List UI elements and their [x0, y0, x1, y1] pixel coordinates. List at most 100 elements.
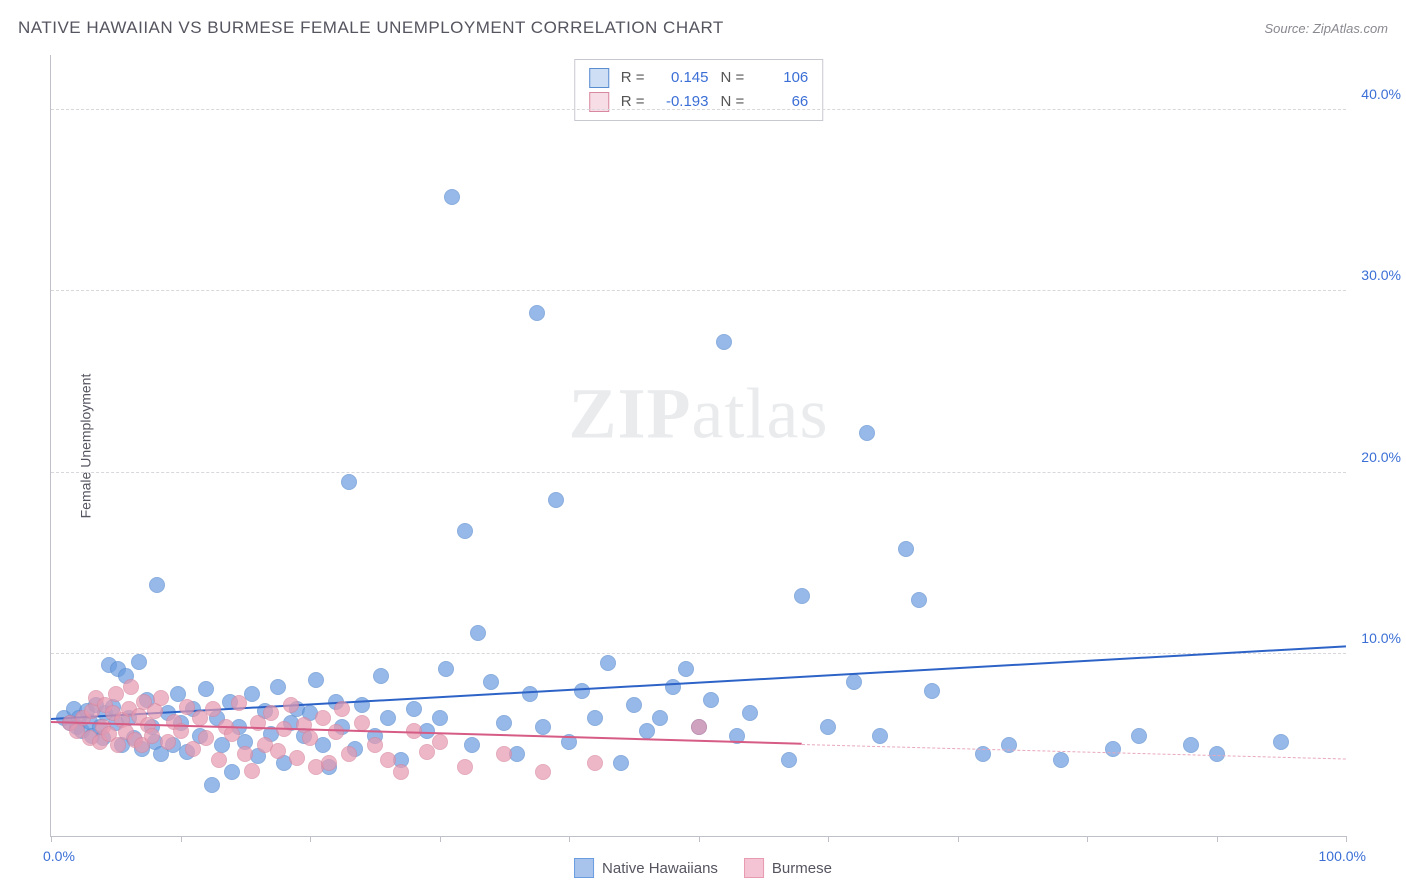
n-value: 66: [756, 90, 808, 114]
scatter-point: [406, 701, 422, 717]
r-value: 0.145: [657, 66, 709, 90]
y-axis-title: Female Unemployment: [77, 373, 93, 518]
scatter-point: [341, 746, 357, 762]
scatter-point: [341, 474, 357, 490]
scatter-point: [123, 679, 139, 695]
scatter-point: [859, 425, 875, 441]
scatter-point: [237, 746, 253, 762]
scatter-point: [393, 764, 409, 780]
chart-title: NATIVE HAWAIIAN VS BURMESE FEMALE UNEMPL…: [18, 18, 724, 38]
legend-item: Burmese: [744, 858, 832, 878]
trend-line: [51, 645, 1346, 720]
scatter-point: [924, 683, 940, 699]
x-tick: [51, 836, 52, 842]
x-tick: [440, 836, 441, 842]
scatter-point: [872, 728, 888, 744]
legend-item: Native Hawaiians: [574, 858, 718, 878]
scatter-point: [198, 730, 214, 746]
x-tick: [828, 836, 829, 842]
x-tick: [699, 836, 700, 842]
scatter-point: [464, 737, 480, 753]
scatter-point: [496, 715, 512, 731]
scatter-point: [639, 723, 655, 739]
x-tick: [1346, 836, 1347, 842]
scatter-point: [587, 710, 603, 726]
scatter-point: [283, 697, 299, 713]
scatter-point: [224, 764, 240, 780]
scatter-point: [678, 661, 694, 677]
scatter-point: [289, 750, 305, 766]
scatter-point: [613, 755, 629, 771]
r-label: R =: [621, 66, 645, 90]
scatter-point: [263, 705, 279, 721]
x-tick: [1087, 836, 1088, 842]
scatter-point: [898, 541, 914, 557]
scatter-point: [665, 679, 681, 695]
legend-swatch: [744, 858, 764, 878]
scatter-point: [432, 710, 448, 726]
scatter-point: [204, 777, 220, 793]
scatter-point: [496, 746, 512, 762]
scatter-point: [457, 523, 473, 539]
scatter-point: [321, 755, 337, 771]
scatter-point: [820, 719, 836, 735]
gridline: [51, 109, 1346, 110]
scatter-point: [270, 679, 286, 695]
scatter-point: [574, 683, 590, 699]
scatter-point: [587, 755, 603, 771]
scatter-point: [198, 681, 214, 697]
y-tick-label: 20.0%: [1351, 449, 1401, 465]
x-tick: [569, 836, 570, 842]
scatter-point: [231, 695, 247, 711]
scatter-point: [270, 743, 286, 759]
scatter-point: [626, 697, 642, 713]
scatter-point: [380, 752, 396, 768]
legend: Native Hawaiians Burmese: [574, 858, 832, 878]
scatter-point: [781, 752, 797, 768]
scatter-point: [457, 759, 473, 775]
scatter-point: [149, 577, 165, 593]
scatter-point: [1131, 728, 1147, 744]
scatter-point: [691, 719, 707, 735]
scatter-point: [1001, 737, 1017, 753]
scatter-point: [380, 710, 396, 726]
scatter-point: [1053, 752, 1069, 768]
x-tick: [310, 836, 311, 842]
gridline: [51, 290, 1346, 291]
x-tick: [1217, 836, 1218, 842]
scatter-point: [600, 655, 616, 671]
scatter-point: [131, 654, 147, 670]
scatter-point: [483, 674, 499, 690]
scatter-point: [244, 763, 260, 779]
scatter-point: [419, 744, 435, 760]
scatter-point: [160, 734, 176, 750]
scatter-point: [703, 692, 719, 708]
y-tick-label: 10.0%: [1351, 630, 1401, 646]
scatter-point: [144, 728, 160, 744]
scatter-point: [529, 305, 545, 321]
scatter-point: [548, 492, 564, 508]
watermark: ZIPatlas: [569, 373, 829, 456]
legend-label: Burmese: [772, 860, 832, 877]
n-value: 106: [756, 66, 808, 90]
scatter-point: [334, 701, 350, 717]
scatter-point: [1105, 741, 1121, 757]
scatter-point: [535, 719, 551, 735]
stats-row: R =-0.193N =66: [589, 90, 809, 114]
gridline: [51, 653, 1346, 654]
scatter-point: [652, 710, 668, 726]
scatter-point: [224, 726, 240, 742]
scatter-point: [535, 764, 551, 780]
scatter-point: [438, 661, 454, 677]
scatter-point: [315, 710, 331, 726]
scatter-point: [302, 730, 318, 746]
x-tick: [958, 836, 959, 842]
scatter-point: [108, 686, 124, 702]
trend-line-dashed: [802, 744, 1346, 760]
x-axis-min-label: 0.0%: [43, 848, 75, 864]
x-tick: [181, 836, 182, 842]
source-label: Source: ZipAtlas.com: [1264, 21, 1388, 36]
n-label: N =: [721, 66, 745, 90]
legend-label: Native Hawaiians: [602, 860, 718, 877]
scatter-point: [742, 705, 758, 721]
